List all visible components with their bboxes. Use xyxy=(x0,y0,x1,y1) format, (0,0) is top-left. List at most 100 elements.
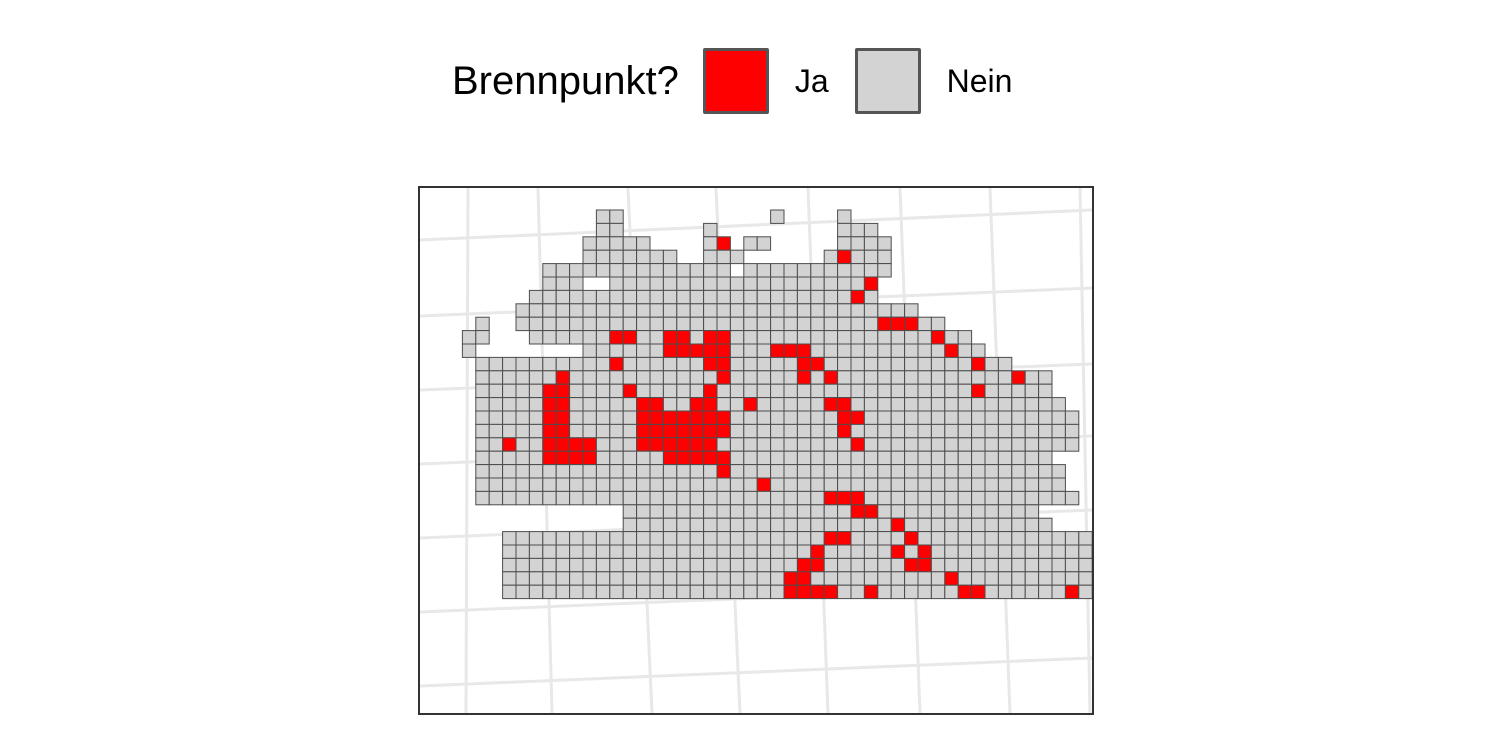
grid-cell-nein xyxy=(997,410,1013,425)
grid-cell-nein xyxy=(1038,584,1053,600)
grid-cell-nein xyxy=(810,289,825,305)
grid-cell-nein xyxy=(944,356,959,372)
grid-cell-nein xyxy=(863,356,879,372)
grid-cell-nein xyxy=(729,303,745,318)
grid-cell-nein xyxy=(595,383,611,399)
grid-cell-nein xyxy=(944,504,959,519)
grid-cell-nein xyxy=(729,584,745,600)
grid-cell-nein xyxy=(636,236,651,251)
grid-cell-nein xyxy=(756,356,772,372)
grid-cell-nein xyxy=(930,464,946,479)
grid-cell-nein xyxy=(796,423,812,439)
grid-cell-nein xyxy=(528,571,544,586)
grid-cell-hotspot-ja xyxy=(863,504,879,519)
grid-cell-nein xyxy=(528,383,544,399)
grid-cell-nein xyxy=(475,356,490,372)
grid-cell-nein xyxy=(984,504,999,519)
grid-cell-hotspot-ja xyxy=(743,397,758,412)
grid-cell-nein xyxy=(703,584,718,600)
grid-cell-nein xyxy=(502,531,517,546)
grid-cell-nein xyxy=(904,356,919,372)
grid-cell-nein xyxy=(569,383,584,399)
grid-cell-nein xyxy=(770,370,785,385)
grid-cell-nein xyxy=(957,410,973,425)
grid-cell-nein xyxy=(984,557,999,573)
grid-cell-nein xyxy=(729,437,745,452)
grid-cell-nein xyxy=(877,477,892,492)
grid-cell-nein xyxy=(569,303,584,318)
grid-cell-nein xyxy=(502,464,517,479)
grid-cell-hotspot-ja xyxy=(756,477,772,492)
grid-cell-nein xyxy=(850,330,865,345)
grid-cell-hotspot-ja xyxy=(555,423,571,439)
grid-cell-nein xyxy=(1038,423,1053,439)
grid-cell-nein xyxy=(783,410,798,425)
grid-cell-hotspot-ja xyxy=(636,397,651,412)
grid-cell-nein xyxy=(863,531,879,546)
grid-cell-hotspot-ja xyxy=(863,276,879,291)
grid-cell-nein xyxy=(1078,557,1092,573)
grid-cell-hotspot-ja xyxy=(676,330,691,345)
grid-cell-nein xyxy=(904,517,919,533)
grid-cell-nein xyxy=(1024,410,1040,425)
grid-cell-hotspot-ja xyxy=(636,423,651,439)
grid-cell-nein xyxy=(1051,571,1066,586)
grid-cell-nein xyxy=(863,397,879,412)
grid-cell-nein xyxy=(676,531,691,546)
grid-cell-nein xyxy=(676,544,691,559)
grid-cell-nein xyxy=(971,464,986,479)
grid-cell-nein xyxy=(636,517,651,533)
grid-cell-hotspot-ja xyxy=(837,410,852,425)
grid-cell-nein xyxy=(488,356,504,372)
grid-cell-nein xyxy=(850,263,865,278)
grid-cell-nein xyxy=(729,544,745,559)
grid-cell-nein xyxy=(783,477,798,492)
grid-cell-nein xyxy=(1024,504,1040,519)
grid-cell-nein xyxy=(676,477,691,492)
grid-cell-nein xyxy=(743,383,758,399)
grid-cell-nein xyxy=(542,544,557,559)
grid-cell-nein xyxy=(729,504,745,519)
grid-cell-nein xyxy=(823,544,839,559)
grid-cell-nein xyxy=(863,423,879,439)
grid-cell-nein xyxy=(542,330,557,345)
grid-cell-nein xyxy=(555,289,571,305)
grid-cell-nein xyxy=(877,330,892,345)
grid-cell-nein xyxy=(756,504,772,519)
grid-cell-nein xyxy=(1078,584,1092,600)
grid-cell-nein xyxy=(622,544,638,559)
grid-cell-nein xyxy=(502,450,517,466)
grid-cell-nein xyxy=(863,477,879,492)
grid-cell-nein xyxy=(475,477,490,492)
grid-cell-nein xyxy=(528,464,544,479)
grid-cell-nein xyxy=(796,383,812,399)
grid-cell-nein xyxy=(609,571,624,586)
grid-cell-nein xyxy=(542,584,557,600)
grid-cell-nein xyxy=(823,477,839,492)
grid-cell-nein xyxy=(676,356,691,372)
grid-cell-nein xyxy=(823,276,839,291)
grid-cell-nein xyxy=(863,316,879,332)
grid-cell-nein xyxy=(837,330,852,345)
grid-cell-nein xyxy=(542,464,557,479)
grid-cell-nein xyxy=(957,490,973,506)
grid-cell-nein xyxy=(1024,557,1040,573)
grid-cell-nein xyxy=(622,584,638,600)
grid-cell-hotspot-ja xyxy=(555,450,571,466)
grid-cell-nein xyxy=(984,397,999,412)
grid-cell-nein xyxy=(622,276,638,291)
grid-cell-nein xyxy=(636,263,651,278)
grid-cell-nein xyxy=(877,557,892,573)
grid-cell-nein xyxy=(823,557,839,573)
grid-cell-nein xyxy=(609,289,624,305)
grid-cell-nein xyxy=(957,504,973,519)
grid-cell-hotspot-ja xyxy=(662,437,678,452)
grid-cell-nein xyxy=(971,423,986,439)
grid-cell-hotspot-ja xyxy=(890,517,906,533)
grid-cell-nein xyxy=(837,356,852,372)
grid-cell-nein xyxy=(595,584,611,600)
grid-cell-nein xyxy=(930,504,946,519)
grid-cell-nein xyxy=(1011,490,1026,506)
grid-cell-nein xyxy=(904,370,919,385)
grid-cell-nein xyxy=(649,584,664,600)
